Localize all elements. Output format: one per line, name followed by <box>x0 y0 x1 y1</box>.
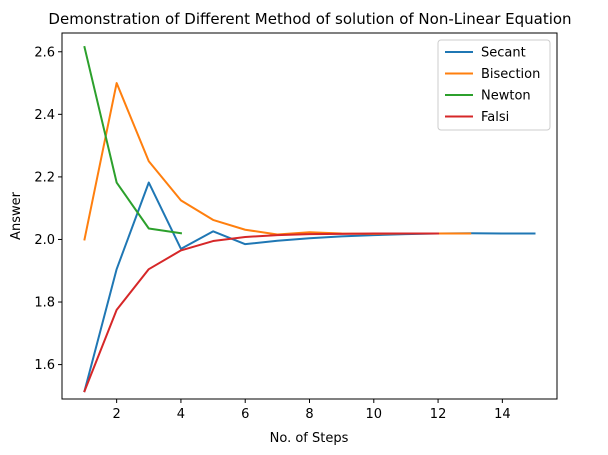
x-axis-label: No. of Steps <box>270 431 349 446</box>
y-tick-label: 1.8 <box>34 296 55 311</box>
chart-title: Demonstration of Different Method of sol… <box>48 10 571 28</box>
legend-box <box>437 39 551 131</box>
x-tick-label: 12 <box>430 407 447 422</box>
legend-label-secant: Secant <box>481 46 526 61</box>
y-tick-label: 2.6 <box>34 45 55 60</box>
x-axis: 2 4 6 8 10 12 14 <box>113 399 511 422</box>
y-tick-label: 2.0 <box>34 233 55 248</box>
series-line-falsi <box>83 232 440 393</box>
series-line-secant <box>83 181 536 393</box>
plot-area <box>83 45 536 393</box>
x-tick-label: 6 <box>241 407 249 422</box>
y-axis-label: Answer <box>9 191 24 240</box>
y-tick-label: 1.6 <box>34 358 55 373</box>
x-tick-label: 4 <box>177 407 185 422</box>
x-tick-label: 2 <box>113 407 121 422</box>
x-tick-label: 10 <box>366 407 383 422</box>
y-tick-label: 2.4 <box>34 108 55 123</box>
y-tick-label: 2.2 <box>34 170 55 185</box>
legend-label-falsi: Falsi <box>481 110 509 125</box>
legend-label-newton: Newton <box>481 89 531 104</box>
x-tick-label: 8 <box>305 407 313 422</box>
x-tick-label: 14 <box>494 407 511 422</box>
series-line-newton <box>83 45 183 235</box>
series-line-bisection <box>83 82 472 241</box>
legend: Secant Bisection Newton Falsi <box>437 39 551 131</box>
y-axis: 1.6 1.8 2.0 2.2 2.4 2.6 <box>34 45 62 373</box>
legend-label-bisection: Bisection <box>481 67 540 82</box>
